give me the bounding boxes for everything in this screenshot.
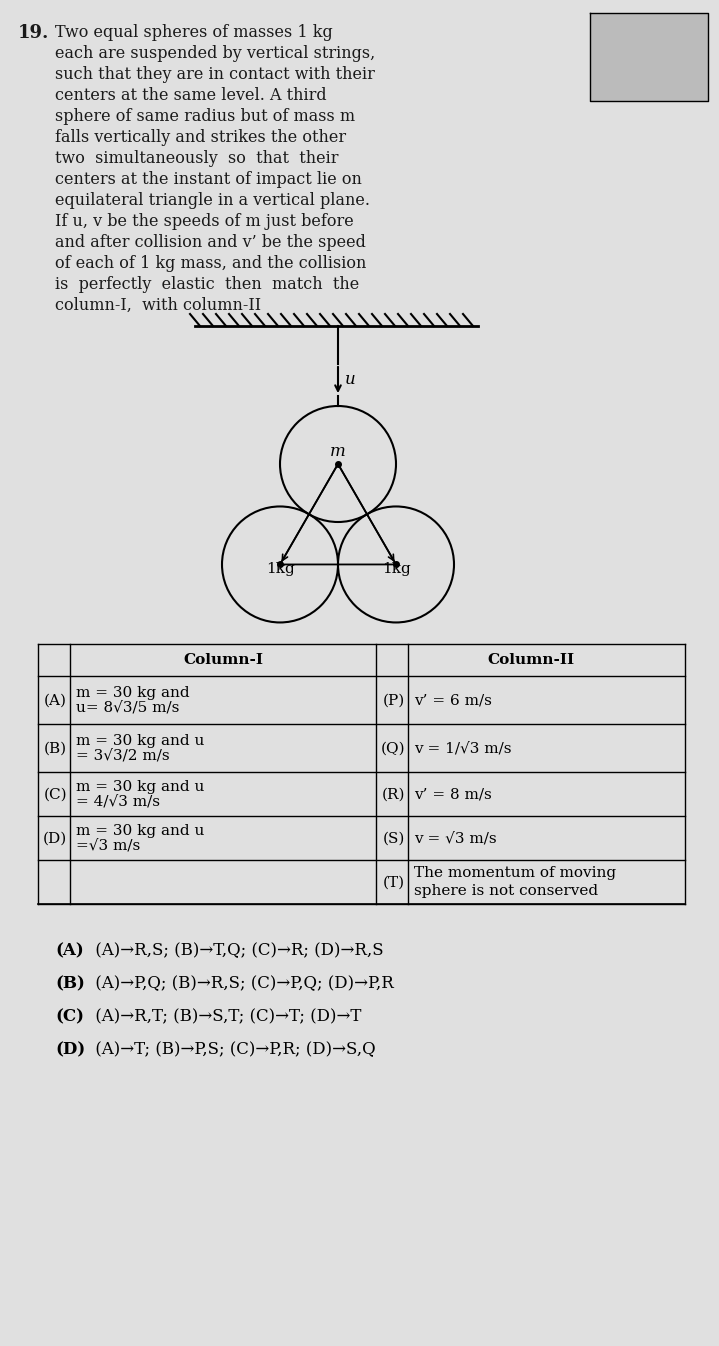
Text: each are suspended by vertical strings,: each are suspended by vertical strings, [55, 44, 375, 62]
Text: 19.: 19. [18, 24, 50, 42]
Text: (C): (C) [55, 1008, 84, 1026]
Text: (T): (T) [383, 875, 405, 890]
Text: v = 1/√3 m/s: v = 1/√3 m/s [414, 742, 511, 755]
Text: is  perfectly  elastic  then  match  the: is perfectly elastic then match the [55, 276, 360, 293]
Text: u: u [345, 371, 356, 389]
Text: Two equal spheres of masses 1 kg: Two equal spheres of masses 1 kg [55, 24, 333, 40]
Text: (A): (A) [55, 942, 83, 960]
Text: such that they are in contact with their: such that they are in contact with their [55, 66, 375, 83]
Text: column-I,  with column-II: column-I, with column-II [55, 297, 261, 314]
Text: sphere is not conserved: sphere is not conserved [414, 884, 598, 899]
Text: centers at the same level. A third: centers at the same level. A third [55, 87, 326, 104]
Text: m = 30 kg and u: m = 30 kg and u [76, 824, 204, 839]
Text: (A)→P,Q; (B)→R,S; (C)→P,Q; (D)→P,R: (A)→P,Q; (B)→R,S; (C)→P,Q; (D)→P,R [90, 976, 394, 992]
Text: v’ = 8 m/s: v’ = 8 m/s [414, 787, 492, 801]
Text: sphere of same radius but of mass m: sphere of same radius but of mass m [55, 108, 355, 125]
Text: equilateral triangle in a vertical plane.: equilateral triangle in a vertical plane… [55, 192, 370, 209]
Text: (S): (S) [383, 832, 405, 845]
Text: of each of 1 kg mass, and the collision: of each of 1 kg mass, and the collision [55, 254, 367, 272]
Text: (D): (D) [55, 1042, 86, 1058]
Text: Column-II: Column-II [487, 653, 574, 668]
Text: (Q): (Q) [380, 742, 405, 755]
Text: Column-I: Column-I [183, 653, 263, 668]
Text: m = 30 kg and u: m = 30 kg and u [76, 779, 204, 794]
Text: (A)→R,T; (B)→S,T; (C)→T; (D)→T: (A)→R,T; (B)→S,T; (C)→T; (D)→T [90, 1008, 362, 1026]
Text: = 3√3/2 m/s: = 3√3/2 m/s [76, 748, 170, 763]
Text: If u, v be the speeds of m just before: If u, v be the speeds of m just before [55, 213, 354, 230]
Text: 1kg: 1kg [265, 563, 294, 576]
Text: 1kg: 1kg [382, 563, 411, 576]
Text: (P): (P) [383, 693, 405, 708]
Text: v’ = 6 m/s: v’ = 6 m/s [414, 693, 492, 708]
Text: =√3 m/s: =√3 m/s [76, 839, 140, 853]
Text: (R): (R) [382, 787, 405, 801]
Text: (B): (B) [55, 976, 85, 992]
Text: (D): (D) [42, 832, 67, 845]
Text: falls vertically and strikes the other: falls vertically and strikes the other [55, 129, 346, 145]
Text: u= 8√3/5 m/s: u= 8√3/5 m/s [76, 701, 179, 715]
Text: (B): (B) [44, 742, 67, 755]
Text: (A)→R,S; (B)→T,Q; (C)→R; (D)→R,S: (A)→R,S; (B)→T,Q; (C)→R; (D)→R,S [90, 942, 384, 960]
Bar [590, 13, 708, 101]
Text: two  simultaneously  so  that  their: two simultaneously so that their [55, 149, 339, 167]
Text: m = 30 kg and: m = 30 kg and [76, 686, 190, 700]
Text: (A): (A) [44, 693, 67, 708]
Text: m: m [330, 443, 346, 460]
Text: centers at the instant of impact lie on: centers at the instant of impact lie on [55, 171, 362, 188]
Text: (C): (C) [43, 787, 67, 801]
Text: = 4/√3 m/s: = 4/√3 m/s [76, 795, 160, 809]
Text: The momentum of moving: The momentum of moving [414, 867, 616, 880]
Text: and after collision and v’ be the speed: and after collision and v’ be the speed [55, 234, 366, 250]
Text: v = √3 m/s: v = √3 m/s [414, 832, 497, 845]
Text: (A)→T; (B)→P,S; (C)→P,R; (D)→S,Q: (A)→T; (B)→P,S; (C)→P,R; (D)→S,Q [90, 1042, 375, 1058]
Text: m = 30 kg and u: m = 30 kg and u [76, 734, 204, 748]
